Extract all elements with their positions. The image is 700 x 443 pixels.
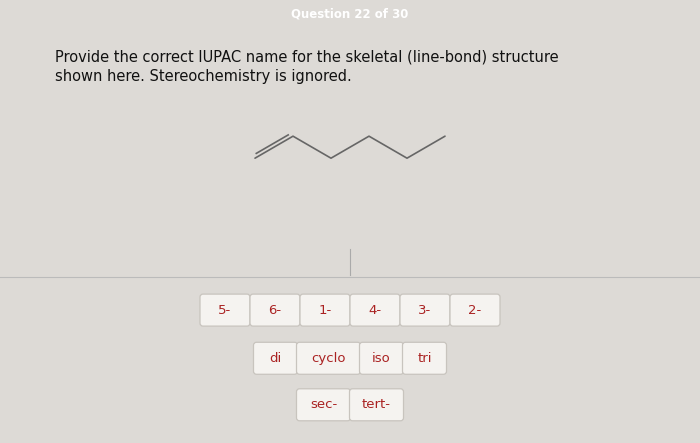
FancyBboxPatch shape: [450, 294, 500, 326]
FancyBboxPatch shape: [300, 294, 350, 326]
Text: cyclo: cyclo: [312, 352, 346, 365]
Text: 4-: 4-: [368, 303, 382, 317]
Text: 5-: 5-: [218, 303, 232, 317]
FancyBboxPatch shape: [402, 342, 447, 374]
Text: tri: tri: [417, 352, 432, 365]
Text: di: di: [270, 352, 281, 365]
FancyBboxPatch shape: [360, 342, 403, 374]
Text: 2-: 2-: [468, 303, 482, 317]
Text: Question 22 of 30: Question 22 of 30: [291, 7, 409, 20]
FancyBboxPatch shape: [297, 389, 351, 421]
Text: shown here. Stereochemistry is ignored.: shown here. Stereochemistry is ignored.: [55, 70, 351, 85]
FancyBboxPatch shape: [349, 389, 403, 421]
FancyBboxPatch shape: [250, 294, 300, 326]
Text: 6-: 6-: [268, 303, 281, 317]
FancyBboxPatch shape: [400, 294, 450, 326]
FancyBboxPatch shape: [253, 342, 298, 374]
Text: iso: iso: [372, 352, 391, 365]
Text: Provide the correct IUPAC name for the skeletal (line-bond) structure: Provide the correct IUPAC name for the s…: [55, 50, 559, 65]
Text: 1-: 1-: [318, 303, 332, 317]
Text: 3-: 3-: [419, 303, 432, 317]
Text: tert-: tert-: [362, 398, 391, 411]
FancyBboxPatch shape: [297, 342, 360, 374]
Text: sec-: sec-: [310, 398, 337, 411]
FancyBboxPatch shape: [350, 294, 400, 326]
FancyBboxPatch shape: [200, 294, 250, 326]
